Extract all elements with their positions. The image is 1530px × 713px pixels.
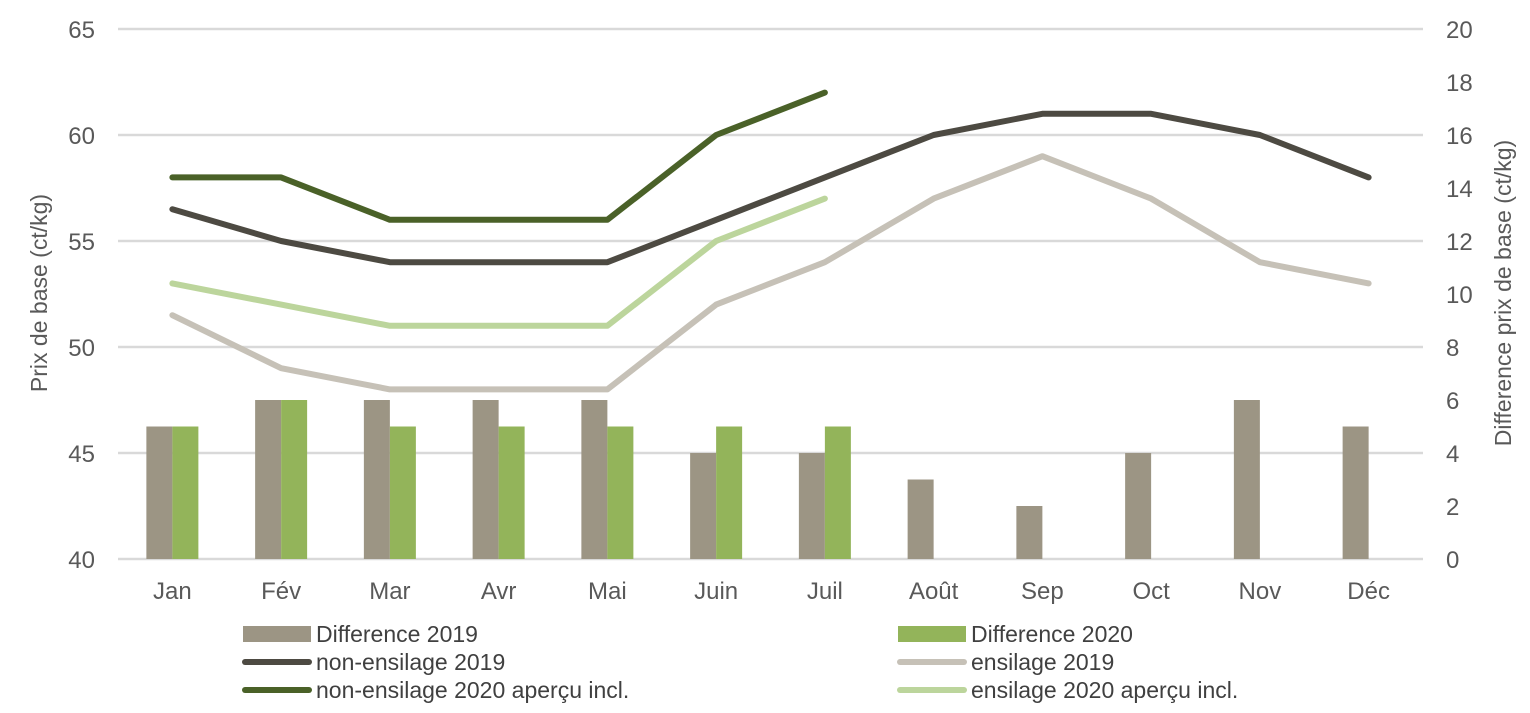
x-tick-label: Juin (694, 578, 738, 605)
gridlines (118, 27, 1423, 561)
bar (1233, 400, 1260, 559)
x-tick-label: Nov (1239, 578, 1282, 605)
left-tick-label: 55 (68, 229, 95, 256)
bar (1125, 453, 1152, 559)
x-axis-ticks: Jan Fév Mar Avr Mai Juin Juil Août Sep Oct Nov Déc (153, 578, 1390, 605)
bar (907, 479, 934, 559)
right-axis-title: Difference prix de base (ct/kg) (1490, 140, 1516, 446)
bar (581, 400, 608, 559)
series-line (169, 89, 828, 223)
x-tick-label: Août (909, 578, 959, 605)
bar (255, 400, 282, 559)
bar (281, 400, 308, 559)
legend-label: ensilage 2019 (971, 649, 1114, 675)
right-tick-label: 2 (1446, 494, 1459, 521)
x-tick-label: Mai (588, 578, 627, 605)
x-tick-label: Mar (369, 578, 410, 605)
right-tick-label: 12 (1446, 229, 1473, 256)
series-line (169, 110, 1372, 266)
legend-swatch (898, 626, 966, 642)
x-tick-label: Sep (1021, 578, 1064, 605)
bar (172, 426, 199, 559)
legend: Difference 2019 Difference 2020 non-ensila… (242, 621, 1238, 703)
bar (498, 426, 525, 559)
bar (798, 453, 825, 559)
bar (146, 426, 173, 559)
right-tick-label: 14 (1446, 176, 1473, 203)
left-tick-label: 60 (68, 123, 95, 150)
bar (716, 426, 743, 559)
x-tick-label: Fév (261, 578, 301, 605)
line-series (169, 89, 1372, 393)
left-axis-ticks: 40 45 50 55 60 65 (68, 17, 95, 574)
right-tick-label: 8 (1446, 335, 1459, 362)
x-tick-label: Déc (1347, 578, 1390, 605)
legend-swatch (243, 626, 311, 642)
legend-label: non-ensilage 2019 (316, 649, 505, 675)
right-tick-label: 20 (1446, 17, 1473, 44)
legend-label: non-ensilage 2020 aperçu incl. (316, 677, 629, 703)
bar (1342, 426, 1369, 559)
right-tick-label: 10 (1446, 282, 1473, 309)
bar (389, 426, 416, 559)
right-tick-label: 4 (1446, 441, 1459, 468)
bar (690, 453, 717, 559)
bar (363, 400, 390, 559)
left-tick-label: 50 (68, 335, 95, 362)
bar (1016, 506, 1043, 559)
left-tick-label: 40 (68, 547, 95, 574)
x-tick-label: Avr (481, 578, 517, 605)
right-tick-label: 6 (1446, 388, 1459, 415)
left-tick-label: 65 (68, 17, 95, 44)
bar (824, 426, 851, 559)
legend-label: Difference 2020 (971, 621, 1133, 647)
x-tick-label: Juil (807, 578, 843, 605)
legend-label: ensilage 2020 aperçu incl. (971, 677, 1238, 703)
x-tick-label: Jan (153, 578, 192, 605)
legend-label: Difference 2019 (316, 621, 478, 647)
right-tick-label: 18 (1446, 70, 1473, 97)
right-axis-ticks: 0 2 4 6 8 10 12 14 16 18 20 (1446, 17, 1473, 574)
series-line (169, 153, 1372, 393)
right-tick-label: 16 (1446, 123, 1473, 150)
left-axis-title: Prix de base (ct/kg) (26, 194, 52, 392)
left-tick-label: 45 (68, 441, 95, 468)
bar (472, 400, 499, 559)
bar (607, 426, 634, 559)
series-line (169, 195, 828, 329)
x-tick-label: Oct (1132, 578, 1170, 605)
right-tick-label: 0 (1446, 547, 1459, 574)
bar-series (146, 400, 1369, 559)
